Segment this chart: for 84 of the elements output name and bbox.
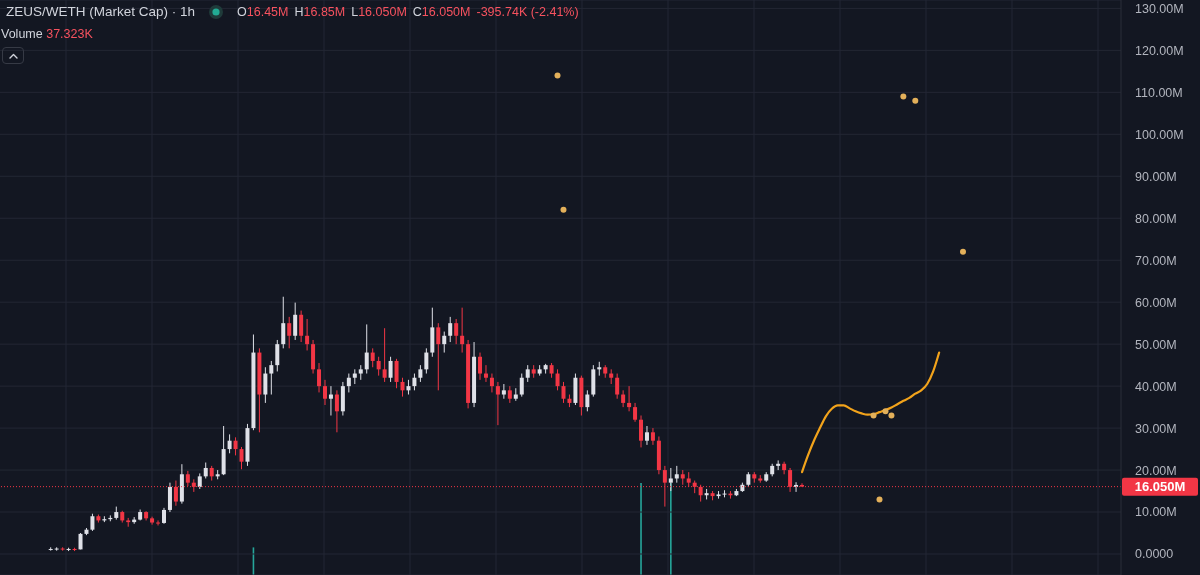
candlestick bbox=[555, 368, 560, 391]
candlestick bbox=[317, 362, 322, 393]
candlestick bbox=[275, 339, 280, 372]
candlestick bbox=[346, 373, 351, 393]
candlestick bbox=[322, 379, 327, 406]
point bbox=[554, 72, 561, 79]
y-tick-label: 120.00M bbox=[1135, 43, 1184, 58]
candlestick bbox=[639, 415, 644, 448]
annotation: L16.050M bbox=[351, 4, 407, 19]
candlestick bbox=[287, 316, 292, 349]
y-tick-label: 90.00M bbox=[1135, 169, 1177, 184]
point bbox=[912, 97, 919, 104]
candlestick bbox=[394, 358, 399, 389]
candlestick bbox=[156, 519, 161, 526]
point bbox=[900, 93, 907, 100]
candlestick bbox=[478, 352, 483, 381]
y-tick-label: 60.00M bbox=[1135, 295, 1177, 310]
candlestick bbox=[269, 360, 274, 396]
point bbox=[876, 496, 883, 503]
candlestick bbox=[424, 347, 429, 375]
candlestick bbox=[299, 310, 304, 343]
candlestick bbox=[442, 331, 447, 354]
candlestick bbox=[233, 436, 238, 456]
candlestick bbox=[167, 482, 172, 513]
candlestick bbox=[388, 356, 393, 383]
candlestick bbox=[448, 316, 453, 343]
y-tick-label: 80.00M bbox=[1135, 211, 1177, 226]
candlestick bbox=[376, 356, 381, 377]
candlestick bbox=[400, 377, 405, 398]
candlestick bbox=[621, 389, 626, 408]
candlestick bbox=[60, 546, 65, 552]
annotation: Volume 37.323K bbox=[1, 27, 93, 41]
candlestick bbox=[627, 385, 632, 412]
candlestick bbox=[382, 327, 387, 383]
y-tick-label: 20.00M bbox=[1135, 463, 1177, 478]
y-tick-label: 70.00M bbox=[1135, 253, 1177, 268]
point bbox=[888, 412, 895, 419]
annotation: H16.85M bbox=[294, 4, 346, 19]
candlestick bbox=[501, 383, 506, 400]
annotation: O16.45M bbox=[237, 4, 289, 19]
chart-title: ZEUS/WETH (Market Cap) · 1h bbox=[6, 4, 196, 19]
candlestick bbox=[495, 381, 500, 426]
candlestick bbox=[263, 366, 268, 404]
candlestick bbox=[281, 296, 286, 349]
candlestick bbox=[370, 347, 375, 368]
candlestick bbox=[48, 546, 53, 552]
y-tick-label: 110.00M bbox=[1135, 85, 1183, 100]
candlestick bbox=[489, 373, 494, 393]
point bbox=[959, 248, 966, 255]
candlestick bbox=[334, 389, 339, 433]
candlestick bbox=[454, 318, 459, 345]
y-tick-label: 10.00M bbox=[1135, 505, 1177, 520]
candlestick bbox=[239, 446, 244, 470]
candlestick bbox=[519, 373, 524, 398]
point bbox=[560, 206, 567, 213]
candlestick bbox=[328, 385, 333, 417]
candlestick bbox=[54, 546, 59, 552]
point bbox=[870, 412, 877, 419]
candlestick bbox=[782, 461, 787, 475]
candlestick bbox=[585, 389, 590, 412]
y-tick-label: 100.00M bbox=[1135, 127, 1184, 142]
candlestick bbox=[364, 323, 369, 375]
candlestick bbox=[436, 322, 441, 391]
y-tick-label: 130.00M bbox=[1135, 1, 1184, 16]
candlestick bbox=[305, 318, 310, 351]
candlestick bbox=[668, 467, 673, 492]
candlestick bbox=[483, 364, 488, 383]
candlestick bbox=[633, 402, 638, 423]
candlestick bbox=[615, 373, 620, 400]
annotation: C16.050M bbox=[412, 4, 471, 19]
candlestick bbox=[650, 427, 655, 446]
candlestick bbox=[293, 302, 298, 341]
candlestick bbox=[227, 433, 232, 454]
candlestick bbox=[460, 307, 465, 354]
y-tick-label: 30.00M bbox=[1135, 421, 1177, 436]
candlestick bbox=[561, 381, 566, 404]
y-tick-label: 40.00M bbox=[1135, 379, 1177, 394]
candlestick bbox=[644, 425, 649, 446]
y-tick-label: 50.00M bbox=[1135, 337, 1177, 352]
annotation: -395.74K (-2.41%) bbox=[476, 4, 579, 19]
point bbox=[882, 408, 889, 415]
line-series bbox=[800, 351, 941, 474]
y-tick-label: 0.0000 bbox=[1135, 547, 1174, 562]
ref-line-label: 16.050M bbox=[1134, 479, 1186, 495]
